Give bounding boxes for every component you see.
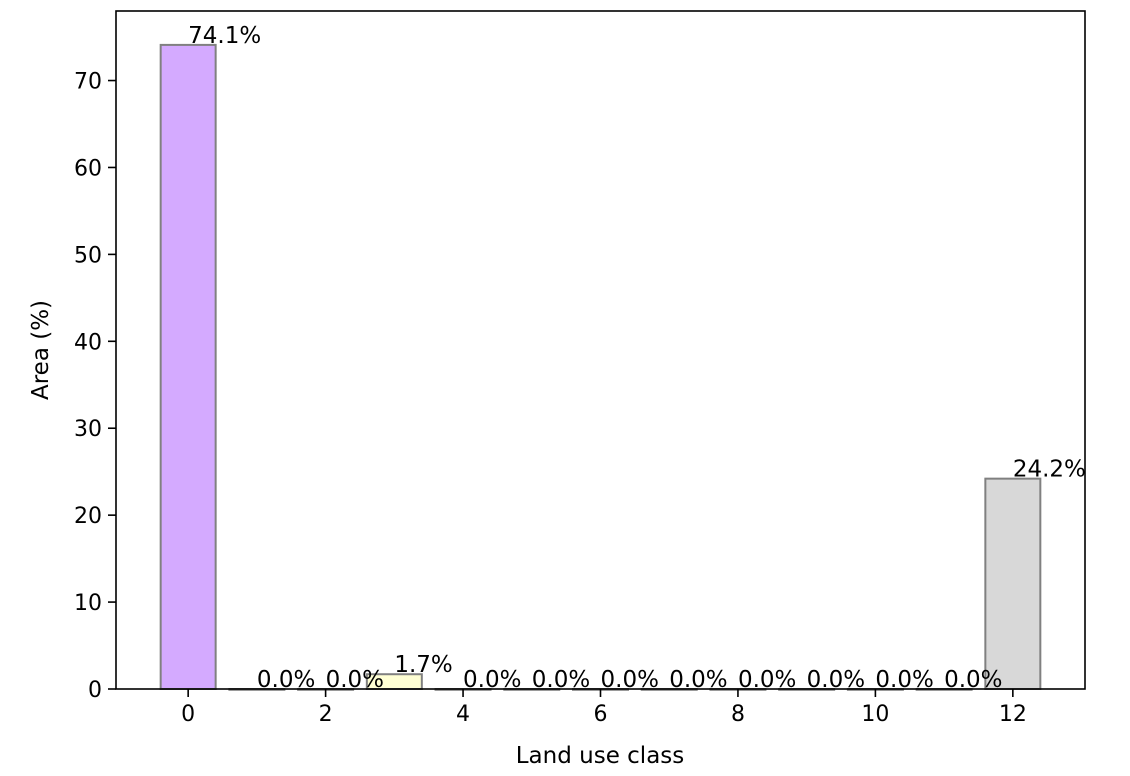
y-tick-label: 70 [74,70,102,95]
x-tick-label: 6 [594,702,608,727]
y-tick-label: 20 [74,504,102,529]
y-tick-label: 60 [74,156,102,181]
x-tick-label: 2 [319,702,333,727]
x-tick-label: 10 [861,702,889,727]
y-tick-label: 40 [74,330,102,355]
data-label-class-12: 24.2% [1013,457,1086,483]
bar-class-0 [159,43,217,690]
y-axis-label: Area (%) [28,300,54,400]
bars-group [159,43,1042,691]
y-tick-label: 50 [74,243,102,268]
y-tick-label: 30 [74,417,102,442]
x-axis-label: Land use class [516,743,685,769]
x-tick-label: 4 [456,702,470,727]
plot-frame [115,10,1086,690]
y-tick-label: 0 [88,678,102,703]
data-labels-group: 74.1%0.0% 0.0%1.7%0.0% 0.0% 0.0% 0.0% 0.0% 0.0… [188,23,1086,693]
bar-class-12 [984,477,1042,690]
x-tick-label: 12 [999,702,1027,727]
x-tick-label: 0 [181,702,195,727]
x-tick-label: 8 [731,702,745,727]
data-label-class-0: 74.1% [188,23,261,49]
y-tick-label: 10 [74,591,102,616]
y-axis-ticks: 0 10 20 30 40 50 60 70 [74,70,116,703]
x-axis-ticks: 0 2 4 6 8 10 12 [181,689,1027,727]
data-label-class-3: 1.7% [394,652,452,678]
